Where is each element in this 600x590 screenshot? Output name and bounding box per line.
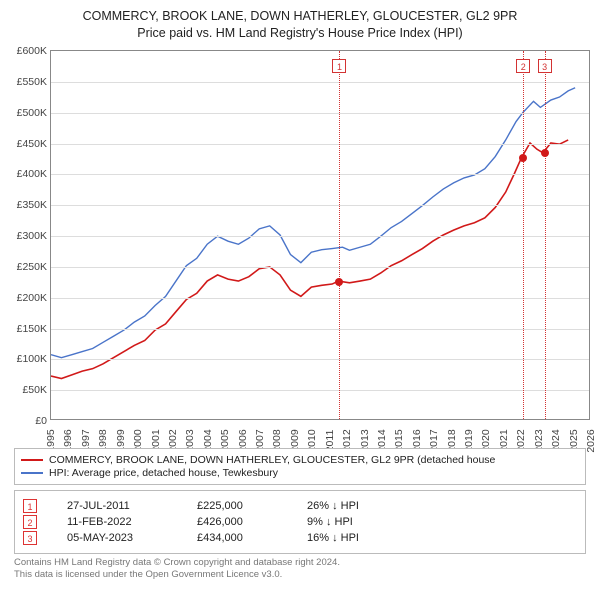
event-price: £434,000 (197, 532, 277, 544)
marker-line (339, 51, 340, 419)
event-id-box: 1 (23, 499, 37, 513)
y-axis-label: £50K (3, 384, 47, 396)
y-gridline (51, 205, 589, 206)
sale-dot (519, 154, 527, 162)
y-axis-label: £250K (3, 261, 47, 273)
legend-label: COMMERCY, BROOK LANE, DOWN HATHERLEY, GL… (49, 454, 495, 466)
chart-container: COMMERCY, BROOK LANE, DOWN HATHERLEY, GL… (0, 0, 600, 590)
event-id-box: 2 (23, 515, 37, 529)
series-price_paid (51, 140, 568, 379)
y-gridline (51, 298, 589, 299)
sale-dot (335, 278, 343, 286)
event-date: 11-FEB-2022 (67, 516, 167, 528)
y-axis-label: £300K (3, 230, 47, 242)
y-gridline (51, 144, 589, 145)
event-row: 1 27-JUL-2011 £225,000 26% ↓ HPI (23, 499, 577, 513)
y-gridline (51, 267, 589, 268)
legend-box: COMMERCY, BROOK LANE, DOWN HATHERLEY, GL… (14, 448, 586, 485)
marker-box: 2 (516, 59, 530, 73)
y-axis-label: £350K (3, 199, 47, 211)
y-axis-label: £500K (3, 107, 47, 119)
y-gridline (51, 329, 589, 330)
y-gridline (51, 174, 589, 175)
marker-line (523, 51, 524, 419)
series-hpi (51, 88, 575, 358)
chart-svg (51, 51, 589, 419)
y-gridline (51, 359, 589, 360)
title-line2: Price paid vs. HM Land Registry's House … (10, 25, 590, 42)
y-axis-label: £450K (3, 138, 47, 150)
y-gridline (51, 236, 589, 237)
marker-box: 3 (538, 59, 552, 73)
footer-line2: This data is licensed under the Open Gov… (14, 569, 586, 581)
legend-item-hpi: HPI: Average price, detached house, Tewk… (21, 467, 579, 479)
marker-box: 1 (332, 59, 346, 73)
title-block: COMMERCY, BROOK LANE, DOWN HATHERLEY, GL… (0, 0, 600, 46)
y-axis-label: £400K (3, 168, 47, 180)
legend-swatch (21, 472, 43, 474)
footer-attribution: Contains HM Land Registry data © Crown c… (14, 557, 586, 582)
event-diff: 9% ↓ HPI (307, 516, 407, 528)
y-gridline (51, 113, 589, 114)
legend-swatch (21, 459, 43, 461)
footer-line1: Contains HM Land Registry data © Crown c… (14, 557, 586, 569)
title-line1: COMMERCY, BROOK LANE, DOWN HATHERLEY, GL… (10, 8, 590, 25)
chart-plot-area: £0£50K£100K£150K£200K£250K£300K£350K£400… (50, 50, 590, 420)
y-axis-label: £0 (3, 415, 47, 427)
legend-item-price-paid: COMMERCY, BROOK LANE, DOWN HATHERLEY, GL… (21, 454, 579, 466)
y-gridline (51, 82, 589, 83)
events-table: 1 27-JUL-2011 £225,000 26% ↓ HPI 2 11-FEB-202… (14, 490, 586, 554)
event-price: £426,000 (197, 516, 277, 528)
event-date: 27-JUL-2011 (67, 500, 167, 512)
event-row: 2 11-FEB-2022 £426,000 9% ↓ HPI (23, 515, 577, 529)
sale-dot (541, 149, 549, 157)
y-axis-label: £200K (3, 292, 47, 304)
y-gridline (51, 390, 589, 391)
y-axis-label: £100K (3, 353, 47, 365)
event-diff: 16% ↓ HPI (307, 532, 407, 544)
y-axis-label: £150K (3, 323, 47, 335)
marker-line (545, 51, 546, 419)
event-id-box: 3 (23, 531, 37, 545)
event-row: 3 05-MAY-2023 £434,000 16% ↓ HPI (23, 531, 577, 545)
y-axis-label: £600K (3, 45, 47, 57)
event-diff: 26% ↓ HPI (307, 500, 407, 512)
y-axis-label: £550K (3, 76, 47, 88)
event-price: £225,000 (197, 500, 277, 512)
event-date: 05-MAY-2023 (67, 532, 167, 544)
legend-label: HPI: Average price, detached house, Tewk… (49, 467, 278, 479)
x-axis-label: 2026 (585, 429, 597, 452)
